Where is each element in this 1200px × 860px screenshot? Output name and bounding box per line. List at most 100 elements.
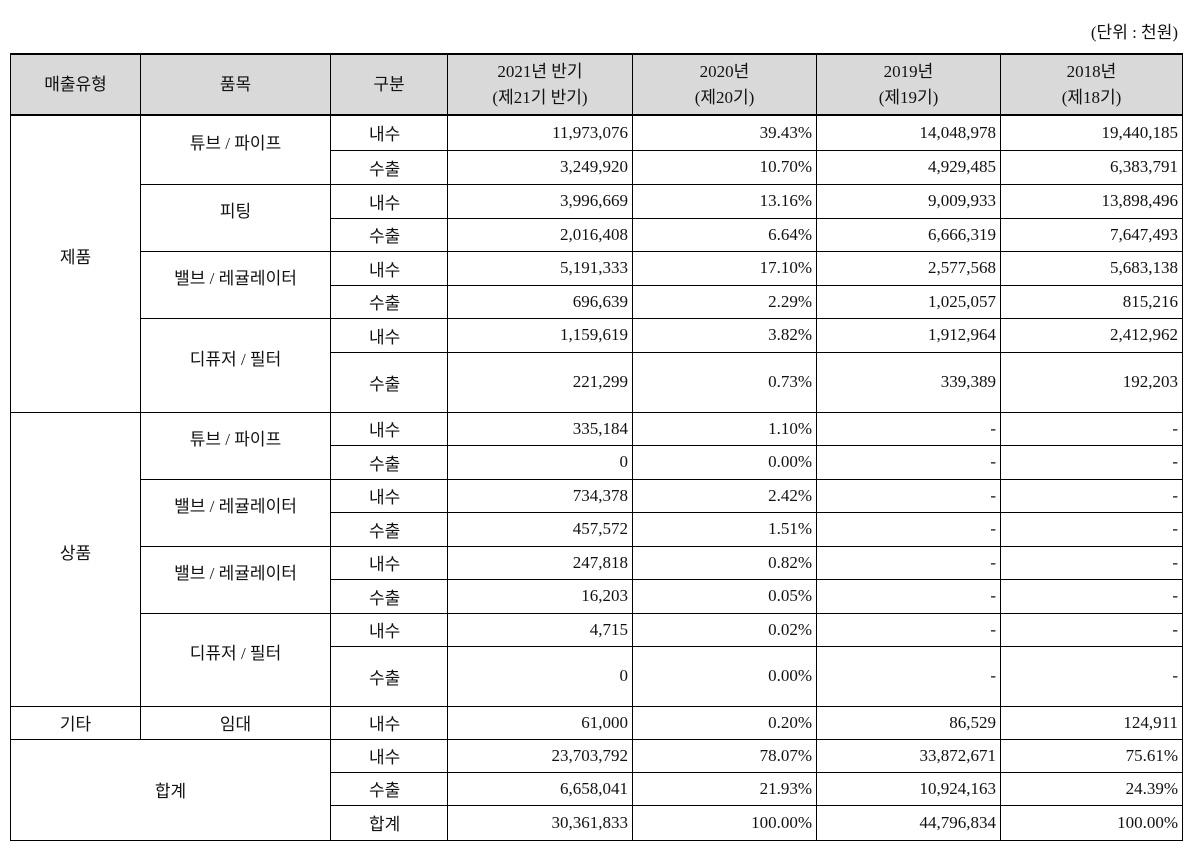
value-cell: 2,016,408 <box>447 217 633 252</box>
header-cell: 품목 <box>140 53 331 116</box>
table-row: 밸브 / 레귤레이터 내수 5,191,333 17.10% 2,577,568 5,68… <box>11 250 1183 319</box>
kind-cell: 내수 <box>330 705 448 740</box>
value-cell: 2,577,568 <box>816 250 1001 286</box>
value-cell: - <box>1000 545 1183 580</box>
value-cell: 3.82% <box>632 317 817 353</box>
header-cell: 2018년 (제18기) <box>1000 53 1183 116</box>
item-cell: 디퓨저 / 필터 <box>140 317 331 413</box>
value-cell: 100.00% <box>632 804 817 841</box>
table-row: 수출 16,203 0.05% - - <box>11 578 1183 614</box>
value-cell: 5,191,333 <box>447 250 633 286</box>
header-cell: 구분 <box>330 53 448 116</box>
value-cell: 100.00% <box>1000 804 1183 841</box>
value-cell: 192,203 <box>1000 351 1183 413</box>
header-cell: 2020년 (제20기) <box>632 53 817 116</box>
kind-cell: 내수 <box>330 250 448 286</box>
value-cell: 339,389 <box>816 351 1001 413</box>
header-line: 2018년 <box>1066 61 1117 81</box>
header-cell: 2019년 (제19기) <box>816 53 1001 116</box>
value-cell: 0 <box>447 645 633 707</box>
kind-cell: 수출 <box>330 771 448 806</box>
value-cell: 0.05% <box>632 578 817 614</box>
kind-cell: 합계 <box>330 804 448 841</box>
value-cell: - <box>1000 578 1183 614</box>
value-cell: 221,299 <box>447 351 633 413</box>
table-row: 상품 튜브 / 파이프 내수 335,184 1.10% - - <box>10 411 1183 707</box>
value-cell: - <box>1000 511 1183 547</box>
table-row: 수출 3,249,920 10.70% 4,929,485 6,383,791 <box>11 149 1183 185</box>
value-cell: 14,048,978 <box>816 114 1001 151</box>
header-line: 2019년 <box>883 61 934 81</box>
table-row: 수출 6,658,041 21.93% 10,924,163 24.39% <box>11 771 1183 806</box>
kind-cell: 내수 <box>330 612 448 647</box>
item-cell: 밸브 / 레귤레이터 <box>140 545 331 614</box>
kind-cell: 내수 <box>330 738 448 773</box>
header-row: 매출유형 품목 구분 2021년 반기 (제21기 반기) 2020년 (제20기) 2019… <box>10 53 1183 116</box>
header-line: 2020년 <box>699 61 750 81</box>
value-cell: 6,383,791 <box>1000 149 1183 185</box>
table-row: 수출 0 0.00% - - <box>11 444 1183 480</box>
value-cell: 21.93% <box>632 771 817 806</box>
type-cell: 상품 <box>10 411 141 707</box>
value-cell: 78.07% <box>632 738 817 773</box>
value-cell: 457,572 <box>447 511 633 547</box>
header-cell: 2021년 반기 (제21기 반기) <box>447 53 633 116</box>
value-cell: 4,715 <box>447 612 633 647</box>
value-cell: 24.39% <box>1000 771 1183 806</box>
value-cell: - <box>816 444 1001 480</box>
header-line: (제21기 반기) <box>492 87 588 107</box>
kind-cell: 수출 <box>330 444 448 480</box>
total-label: 합계 <box>10 738 331 841</box>
value-cell: 0 <box>447 444 633 480</box>
item-cell: 임대 <box>140 705 331 740</box>
value-cell: 696,639 <box>447 284 633 319</box>
kind-cell: 수출 <box>330 351 448 413</box>
value-cell: 10,924,163 <box>816 771 1001 806</box>
value-cell: - <box>816 645 1001 707</box>
header-line: (제19기) <box>878 87 939 107</box>
table-row: 수출 221,299 0.73% 339,389 192,203 <box>11 351 1183 413</box>
table-row: 수출 0 0.00% - - <box>11 645 1183 707</box>
value-cell: 0.02% <box>632 612 817 647</box>
value-cell: 1,159,619 <box>447 317 633 353</box>
table-row: 디퓨저 / 필터 내수 1,159,619 3.82% 1,912,964 2,412,9… <box>11 317 1183 413</box>
value-cell: 17.10% <box>632 250 817 286</box>
value-cell: 10.70% <box>632 149 817 185</box>
table-row: 제품 튜브 / 파이프 내수 11,973,076 39.43% 14,048,978 19… <box>10 114 1183 413</box>
value-cell: 3,996,669 <box>447 183 633 219</box>
item-cell: 디퓨저 / 필터 <box>140 612 331 707</box>
table-row: 합계 내수 23,703,792 78.07% 33,872,671 75.61% <box>10 738 1183 841</box>
value-cell: 1,025,057 <box>816 284 1001 319</box>
value-cell: - <box>816 478 1001 513</box>
value-cell: 247,818 <box>447 545 633 580</box>
value-cell: - <box>1000 612 1183 647</box>
value-cell: 335,184 <box>447 411 633 446</box>
value-cell: 30,361,833 <box>447 804 633 841</box>
item-cell: 밸브 / 레귤레이터 <box>140 478 331 547</box>
header-line: (제20기) <box>694 87 755 107</box>
table-row: 수출 696,639 2.29% 1,025,057 815,216 <box>11 284 1183 319</box>
kind-cell: 수출 <box>330 645 448 707</box>
kind-cell: 수출 <box>330 578 448 614</box>
value-cell: 815,216 <box>1000 284 1183 319</box>
unit-note: (단위 : 천원) <box>1090 23 1178 42</box>
value-cell: 0.00% <box>632 645 817 707</box>
kind-cell: 내수 <box>330 411 448 446</box>
value-cell: - <box>816 511 1001 547</box>
value-cell: 1.10% <box>632 411 817 446</box>
value-cell: 5,683,138 <box>1000 250 1183 286</box>
value-cell: 4,929,485 <box>816 149 1001 185</box>
value-cell: 19,440,185 <box>1000 114 1183 151</box>
header-cell: 매출유형 <box>10 53 141 116</box>
value-cell: 44,796,834 <box>816 804 1001 841</box>
value-cell: 124,911 <box>1000 705 1183 740</box>
value-cell: 2,412,962 <box>1000 317 1183 353</box>
value-cell: 0.00% <box>632 444 817 480</box>
table-row: 밸브 / 레귤레이터 내수 734,378 2.42% - - <box>11 478 1183 547</box>
value-cell: 7,647,493 <box>1000 217 1183 252</box>
value-cell: - <box>816 612 1001 647</box>
value-cell: - <box>816 578 1001 614</box>
kind-cell: 수출 <box>330 511 448 547</box>
table-row: 합계 30,361,833 100.00% 44,796,834 100.00% <box>11 804 1183 841</box>
value-cell: 6,666,319 <box>816 217 1001 252</box>
